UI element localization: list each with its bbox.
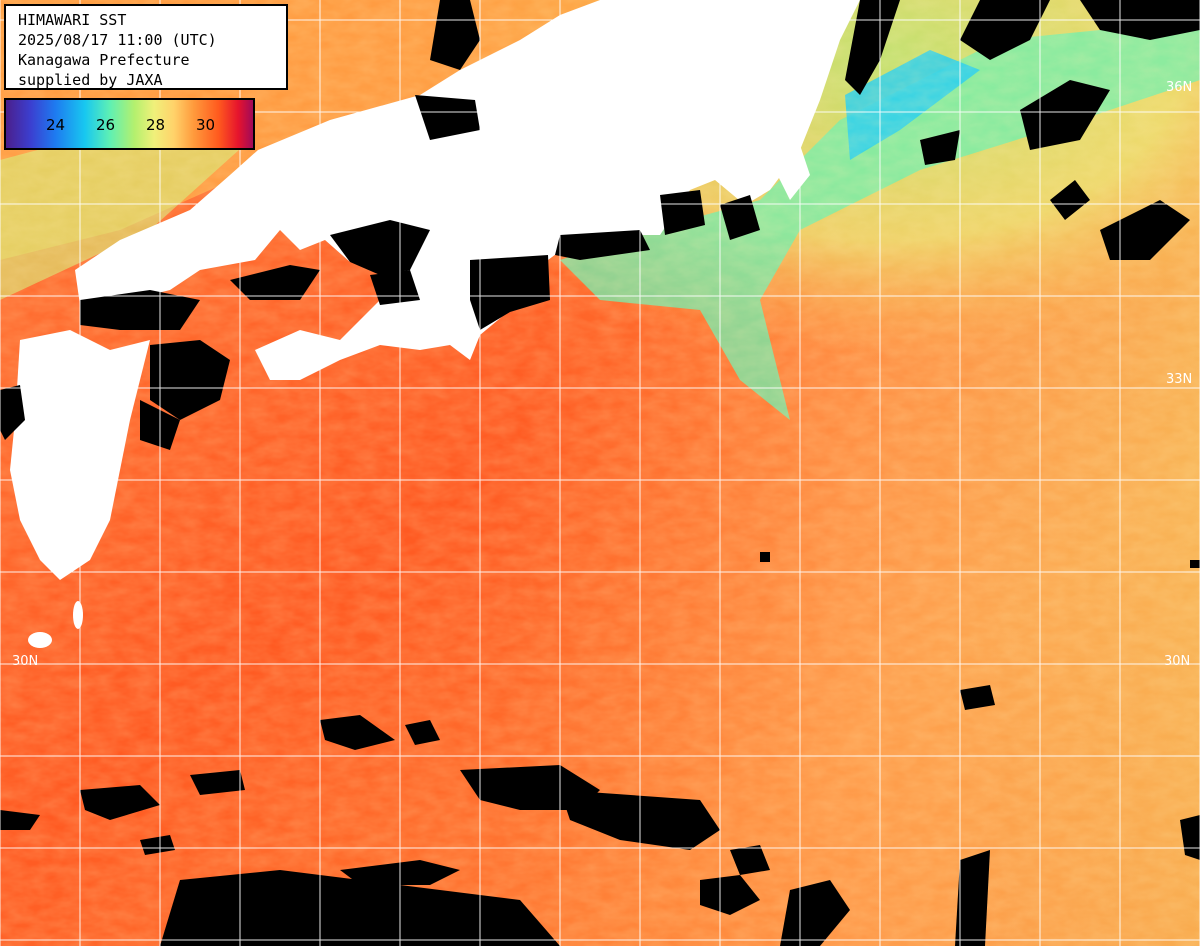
title-organization: Kanagawa Prefecture [18,51,190,69]
title-supplier: supplied by JAXA [18,71,163,89]
island-yakushima [28,632,52,648]
title-product: HIMAWARI SST [18,11,127,29]
land-honshu [75,0,860,360]
lat-label-36n-right: 36N [1166,80,1193,95]
legend-label-24: 24 [46,116,66,134]
legend-label-30: 30 [196,116,216,134]
lat-label-30n-left: 30N [12,654,39,669]
land-shikoku [255,290,450,380]
legend-label-28: 28 [146,116,166,134]
lat-label-30n-right: 30N [1164,654,1191,669]
title-datetime: 2025/08/17 11:00 (UTC) [18,31,217,49]
sst-color-scale: 24 26 28 30 [4,98,255,150]
island-tanegashima [73,601,83,629]
legend-label-26: 26 [96,116,116,134]
lat-label-33n-right: 33N [1166,372,1193,387]
title-box: HIMAWARI SST 2025/08/17 11:00 (UTC) Kana… [4,4,288,90]
